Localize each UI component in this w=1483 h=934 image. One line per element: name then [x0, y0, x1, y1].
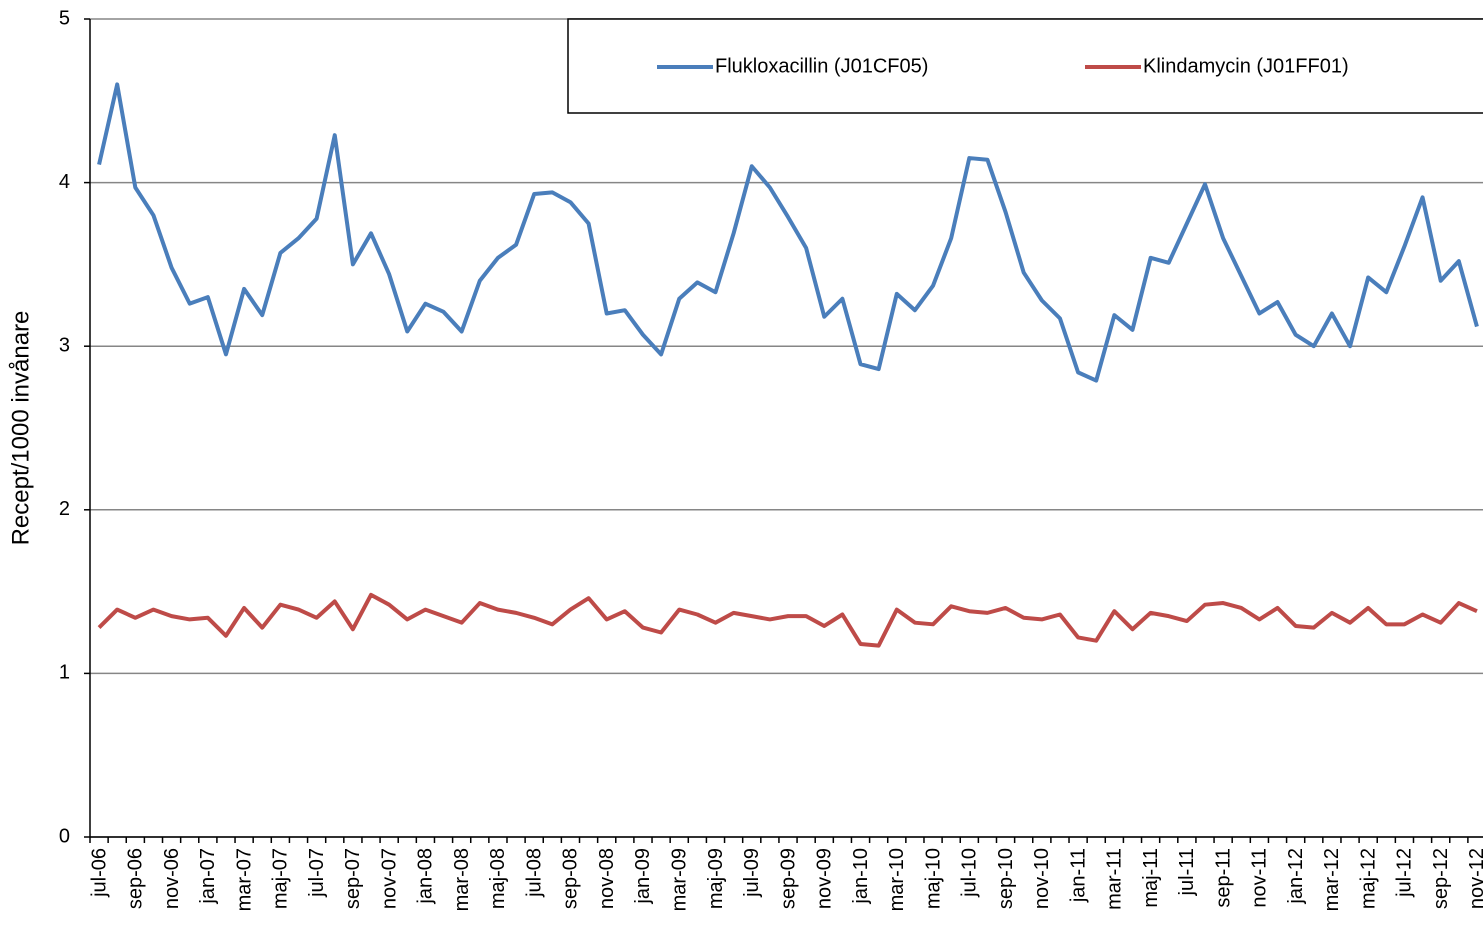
x-tick-label: sep-09 [777, 848, 799, 909]
x-tick-label: maj-09 [705, 848, 727, 909]
legend-box [567, 18, 1483, 114]
x-tick-label: jan-09 [632, 848, 654, 905]
x-tick-label: jan-08 [415, 848, 437, 905]
legend-label: Klindamycin (J01FF01) [1143, 55, 1349, 77]
x-tick-label: jul-09 [741, 848, 763, 898]
x-tick-label: jul-07 [306, 848, 328, 898]
x-tick-label: mar-11 [1104, 848, 1126, 910]
x-tick-label: jan-10 [850, 848, 872, 905]
legend-label: Flukloxacillin (J01CF05) [715, 55, 928, 77]
x-tick-label: sep-08 [560, 848, 582, 909]
x-tick-label: jul-12 [1394, 848, 1416, 898]
x-tick-label: nov-12 [1466, 848, 1483, 909]
x-tick-label: jul-11 [1176, 848, 1198, 896]
x-tick-label: mar-08 [451, 848, 473, 911]
x-tick-label: maj-12 [1357, 848, 1379, 909]
x-tick-label: mar-09 [669, 848, 691, 911]
y-tick-label: 5 [59, 7, 70, 29]
series-line [97, 592, 1478, 648]
x-tick-label: nov-11 [1249, 848, 1271, 908]
x-tick-label: jul-06 [88, 848, 110, 898]
x-tick-label: jan-07 [197, 848, 219, 905]
x-tick-label: maj-11 [1140, 848, 1162, 908]
y-tick-label: 3 [59, 334, 70, 356]
x-tick-label: sep-12 [1430, 848, 1452, 909]
x-tick-label: nov-07 [378, 848, 400, 909]
y-tick-label: 1 [59, 662, 70, 684]
x-tick-label: sep-06 [125, 848, 147, 909]
x-tick-label: nov-08 [596, 848, 618, 909]
x-tick-label: jul-10 [959, 848, 981, 898]
x-tick-label: mar-12 [1321, 848, 1343, 911]
x-tick-label: jan-12 [1285, 848, 1307, 905]
x-tick-label: sep-11 [1212, 848, 1234, 908]
y-tick-label: 0 [59, 825, 70, 847]
y-tick-label: 2 [59, 498, 70, 520]
x-tick-label: maj-08 [487, 848, 509, 909]
y-tick-label: 4 [59, 171, 70, 193]
x-tick-label: sep-10 [995, 848, 1017, 909]
x-tick-label: sep-07 [342, 848, 364, 909]
x-tick-label: jul-08 [523, 848, 545, 898]
x-tick-label: nov-09 [814, 848, 836, 909]
x-tick-label: nov-10 [1031, 848, 1053, 909]
x-tick-label: nov-06 [161, 848, 183, 909]
x-tick-label: jan-11 [1067, 848, 1089, 903]
x-tick-label: maj-10 [922, 848, 944, 909]
x-tick-label: mar-10 [886, 848, 908, 911]
x-tick-label: mar-07 [233, 848, 255, 911]
series-line [97, 82, 1479, 383]
x-tick-label: maj-07 [270, 848, 292, 909]
y-axis-label: Recept/1000 invånare [7, 311, 34, 546]
